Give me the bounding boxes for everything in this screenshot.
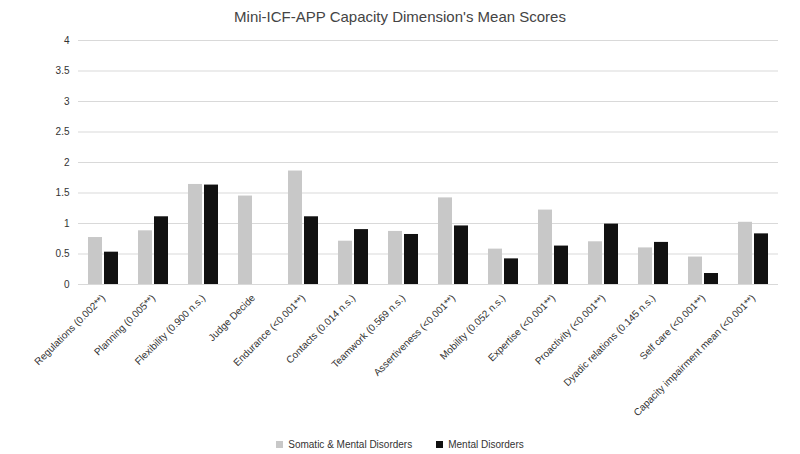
svg-text:Teamwork (0.569 n.s.): Teamwork (0.569 n.s.) [329, 292, 408, 370]
svg-text:Flexibility (0.900 n.s.): Flexibility (0.900 n.s.) [133, 292, 208, 367]
svg-text:2: 2 [64, 157, 70, 168]
svg-text:Contacts (0.014 n.s.): Contacts (0.014 n.s.) [283, 292, 358, 366]
svg-text:Dyadic relations (0.145 n.s.): Dyadic relations (0.145 n.s.) [561, 292, 657, 388]
svg-text:Planning (0.005**): Planning (0.005**) [92, 292, 158, 358]
html-text:Somatic & Mental Disorders: Somatic & Mental Disorders [288, 438, 413, 450]
svg-text:3: 3 [64, 96, 70, 107]
svg-text:Regulations (0.002**): Regulations (0.002**) [32, 292, 107, 367]
svg-text:Judge Decide: Judge Decide [206, 292, 257, 343]
svg-text:2.5: 2.5 [56, 126, 70, 137]
svg-text:0: 0 [64, 279, 70, 290]
svg-text:3.5: 3.5 [56, 65, 70, 76]
svg-text:Mobility (0.052 n.s.): Mobility (0.052 n.s.) [437, 292, 508, 362]
html-text:Mental Disorders: Mental Disorders [448, 438, 524, 450]
svg-text:Proactivity (<0.001**): Proactivity (<0.001**) [532, 292, 608, 367]
svg-text:4: 4 [64, 35, 70, 46]
svg-text:1: 1 [64, 218, 70, 229]
svg-text:Endurance (<0.001**): Endurance (<0.001**) [231, 292, 308, 369]
svg-text:1.5: 1.5 [56, 187, 70, 198]
svg-text:0.5: 0.5 [56, 248, 70, 259]
svg-text:Expertise (<0.001**): Expertise (<0.001**) [485, 292, 558, 364]
html-text:Mini-ICF-APP Capacity Dimensio: Mini-ICF-APP Capacity Dimension's Mean S… [234, 8, 566, 25]
svg-text:Assertiveness (<0.001**): Assertiveness (<0.001**) [371, 292, 457, 378]
svg-text:Self care (<0.001**): Self care (<0.001**) [637, 292, 708, 362]
svg-text:Capacity impairment mean (<0.0: Capacity impairment mean (<0.001**) [631, 292, 757, 418]
